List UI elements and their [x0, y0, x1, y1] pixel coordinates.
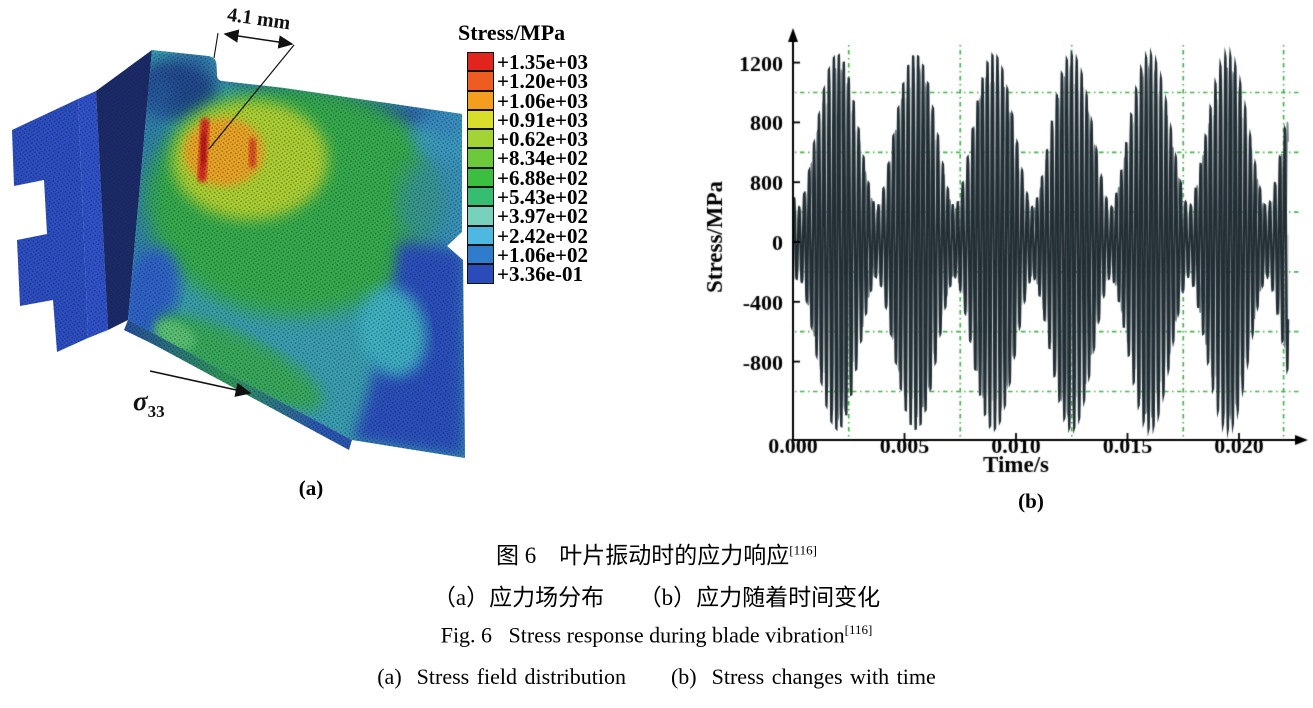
legend-entry: +6.88e+02 — [467, 165, 589, 190]
sigma-arrow — [149, 370, 252, 397]
sigma-annotation: σ33 — [133, 370, 252, 421]
sigma-subscript: 33 — [148, 402, 165, 421]
dimension-leader-line — [208, 44, 295, 150]
stress-time-chart-canvas — [700, 15, 1313, 493]
sigma-symbol: σ — [133, 386, 149, 416]
legend-swatch-color — [467, 225, 494, 245]
stress-field-plot: 4.1 mm σ33 — [12, 4, 465, 458]
dimension-annotation — [208, 29, 295, 150]
legend-entry: +5.43e+02 — [467, 185, 589, 210]
legend-swatch-color — [467, 71, 494, 91]
legend-entry: +0.91e+03 — [467, 107, 589, 132]
legend-swatch-color — [467, 206, 494, 226]
legend-entry: +8.34e+02 — [467, 146, 589, 171]
caption-en-title: Fig. 6 Stress response during blade vibr… — [0, 622, 1313, 648]
caption-en-reference: [116] — [844, 622, 873, 637]
legend-value: +1.06e+02 — [497, 242, 589, 267]
dimension-label: 4.1 mm — [226, 4, 292, 35]
legend-entry: +1.20e+03 — [467, 69, 589, 94]
legend-value: +1.20e+03 — [497, 69, 589, 94]
caption-zh-reference: [116] — [789, 542, 817, 558]
caption-en-subtitle: (a) Stress field distribution (b) Stress… — [377, 664, 936, 689]
legend-entry: +0.62e+03 — [467, 127, 589, 152]
legend-entry: +3.36e-01 — [467, 262, 588, 287]
legend-swatch-color — [467, 167, 494, 188]
legend-value: +6.88e+02 — [497, 165, 589, 190]
legend-value: +2.42e+02 — [497, 223, 589, 248]
legend-entry: +3.97e+02 — [467, 204, 589, 229]
legend-swatch-color — [467, 264, 494, 284]
legend-value: +0.91e+03 — [497, 107, 589, 132]
subfigure-label-a: (a) — [298, 476, 324, 500]
legend-value: +5.43e+02 — [497, 185, 589, 210]
legend-swatch-color — [467, 52, 494, 72]
legend-value: +3.36e-01 — [497, 262, 584, 287]
legend-swatch-color — [467, 244, 494, 265]
stress-legend: Stress/MPa +1.35e+03 +1.20e+03 +1.06e+03 +0… — [458, 20, 588, 285]
caption-zh-subtitle: （a）应力场分布 （b）应力随着时间变化 — [432, 585, 881, 610]
dimension-extension-line — [213, 32, 219, 59]
legend-entry: +2.42e+02 — [467, 223, 589, 248]
legend-title: Stress/MPa — [458, 20, 566, 45]
dimension-arrow — [223, 29, 294, 49]
legend-value: +1.35e+03 — [497, 50, 589, 74]
blade-surface — [128, 50, 465, 458]
legend-entry: +1.35e+03 — [467, 50, 589, 74]
legend-entry: +1.06e+02 — [467, 242, 589, 267]
legend-swatch-color — [467, 129, 494, 149]
legend-swatch-color — [467, 148, 494, 168]
subfigure-label-b: (b) — [1018, 489, 1044, 513]
legend-value: +1.06e+03 — [497, 88, 589, 113]
caption-zh-title: 图 6 叶片振动时的应力响应[116] — [0, 536, 1313, 570]
svg-text:σ33: σ33 — [133, 386, 165, 421]
legend-swatch-color — [467, 187, 494, 207]
legend-swatch-color — [467, 109, 494, 130]
legend-swatch-color — [467, 90, 494, 110]
legend-value: +3.97e+02 — [497, 204, 589, 229]
legend-value: +8.34e+02 — [497, 146, 589, 171]
legend-value: +0.62e+03 — [497, 127, 589, 152]
caption-zh-title-text: 图 6 叶片振动时的应力响应 — [496, 543, 790, 568]
caption-en-title-text: Fig. 6 Stress response during blade vibr… — [440, 622, 845, 648]
legend-entry: +1.06e+03 — [467, 88, 589, 113]
stress-legend-entries: +1.35e+03 +1.20e+03 +1.06e+03 +0.91e+03 +0.6… — [467, 50, 589, 287]
